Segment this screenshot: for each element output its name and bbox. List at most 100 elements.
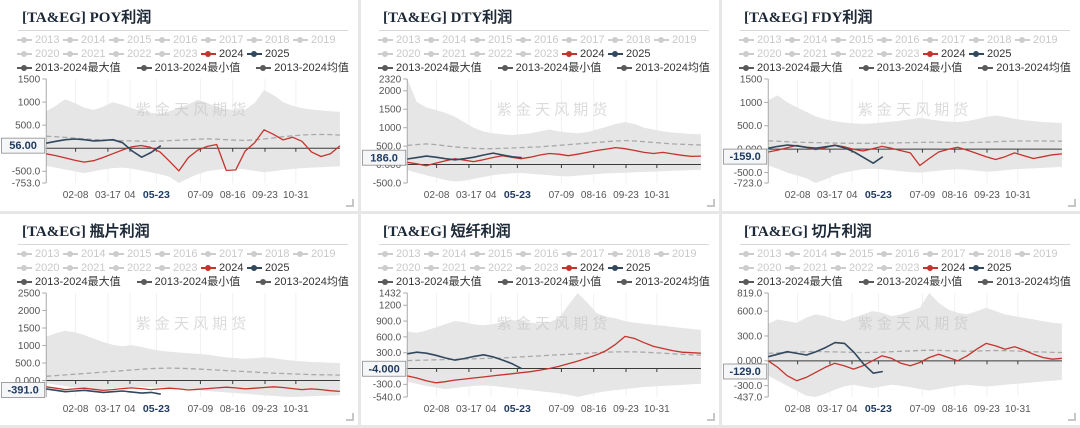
legend-item-2021[interactable]: 2021 — [424, 48, 470, 60]
legend-item-2022[interactable]: 2022 — [109, 48, 155, 60]
legend-item-2015[interactable]: 2015 — [470, 34, 516, 46]
legend-item-2013-2024均值[interactable]: 2013-2024均值 — [617, 62, 710, 74]
legend-item-2022[interactable]: 2022 — [831, 262, 877, 274]
legend-item-2014[interactable]: 2014 — [424, 248, 470, 260]
legend-item-label: 2025 — [626, 48, 651, 60]
legend-item-2014[interactable]: 2014 — [63, 34, 109, 46]
legend-item-2019[interactable]: 2019 — [654, 34, 700, 46]
legend-item-2017[interactable]: 2017 — [201, 248, 247, 260]
legend-item-2013-2024最大值[interactable]: 2013-2024最大值 — [739, 276, 843, 288]
legend-item-2020[interactable]: 2020 — [739, 48, 785, 60]
legend-item-2024[interactable]: 2024 — [562, 262, 608, 274]
legend-item-2020[interactable]: 2020 — [17, 48, 63, 60]
legend-item-2016[interactable]: 2016 — [155, 248, 201, 260]
legend-item-2013-2024最大值[interactable]: 2013-2024最大值 — [378, 276, 482, 288]
legend-item-2024[interactable]: 2024 — [923, 262, 969, 274]
legend-item-2021[interactable]: 2021 — [424, 262, 470, 274]
legend-row: 2013 2014 2015 2016 2017 2018 2019 — [739, 34, 1080, 46]
legend-item-2016[interactable]: 2016 — [877, 248, 923, 260]
legend-item-2021[interactable]: 2021 — [785, 262, 831, 274]
legend-item-2018[interactable]: 2018 — [969, 34, 1015, 46]
legend-line-dot-icon — [378, 279, 393, 285]
legend-item-2013-2024最小值[interactable]: 2013-2024最小值 — [497, 62, 601, 74]
legend-item-2014[interactable]: 2014 — [785, 34, 831, 46]
legend-item-2016[interactable]: 2016 — [516, 34, 562, 46]
legend-item-2020[interactable]: 2020 — [739, 262, 785, 274]
legend-item-2013-2024均值[interactable]: 2013-2024均值 — [978, 62, 1071, 74]
legend-item-2020[interactable]: 2020 — [378, 262, 424, 274]
legend-item-2014[interactable]: 2014 — [424, 34, 470, 46]
legend-item-2021[interactable]: 2021 — [785, 48, 831, 60]
legend-item-2017[interactable]: 2017 — [201, 34, 247, 46]
legend-item-2023[interactable]: 2023 — [155, 48, 201, 60]
legend-item-2023[interactable]: 2023 — [877, 262, 923, 274]
legend-item-2020[interactable]: 2020 — [17, 262, 63, 274]
legend-item-2020[interactable]: 2020 — [378, 48, 424, 60]
legend-item-2023[interactable]: 2023 — [877, 48, 923, 60]
legend-item-2018[interactable]: 2018 — [247, 248, 293, 260]
legend-item-2019[interactable]: 2019 — [654, 248, 700, 260]
legend-item-2022[interactable]: 2022 — [470, 48, 516, 60]
legend-item-2015[interactable]: 2015 — [831, 248, 877, 260]
legend-item-2016[interactable]: 2016 — [155, 34, 201, 46]
legend-item-2022[interactable]: 2022 — [109, 262, 155, 274]
legend-item-2017[interactable]: 2017 — [562, 248, 608, 260]
legend-item-2024[interactable]: 2024 — [923, 48, 969, 60]
legend-item-2013-2024最大值[interactable]: 2013-2024最大值 — [739, 62, 843, 74]
x-tick-label: 04 — [485, 404, 497, 415]
legend-item-2015[interactable]: 2015 — [109, 248, 155, 260]
legend-item-2014[interactable]: 2014 — [63, 248, 109, 260]
legend-item-2015[interactable]: 2015 — [109, 34, 155, 46]
legend-item-2013-2024最大值[interactable]: 2013-2024最大值 — [17, 276, 121, 288]
legend-item-2021[interactable]: 2021 — [63, 262, 109, 274]
legend-item-2019[interactable]: 2019 — [1015, 34, 1061, 46]
legend-item-2013[interactable]: 2013 — [739, 34, 785, 46]
legend-item-2018[interactable]: 2018 — [608, 248, 654, 260]
legend-item-2013-2024最小值[interactable]: 2013-2024最小值 — [858, 62, 962, 74]
legend-item-2019[interactable]: 2019 — [293, 248, 339, 260]
legend-item-2013-2024均值[interactable]: 2013-2024均值 — [256, 276, 349, 288]
legend-item-2024[interactable]: 2024 — [201, 48, 247, 60]
legend-item-2016[interactable]: 2016 — [516, 248, 562, 260]
legend-item-2016[interactable]: 2016 — [877, 34, 923, 46]
legend-item-2013-2024最小值[interactable]: 2013-2024最小值 — [858, 276, 962, 288]
legend-item-2024[interactable]: 2024 — [562, 48, 608, 60]
legend-item-2013-2024最小值[interactable]: 2013-2024最小值 — [497, 276, 601, 288]
legend-item-2013[interactable]: 2013 — [739, 248, 785, 260]
legend-item-2023[interactable]: 2023 — [516, 262, 562, 274]
legend-item-2023[interactable]: 2023 — [155, 262, 201, 274]
legend-item-2013-2024最大值[interactable]: 2013-2024最大值 — [378, 62, 482, 74]
legend-item-2015[interactable]: 2015 — [831, 34, 877, 46]
legend-item-2018[interactable]: 2018 — [969, 248, 1015, 260]
legend-item-2019[interactable]: 2019 — [293, 34, 339, 46]
legend-item-2018[interactable]: 2018 — [247, 34, 293, 46]
legend-item-2025[interactable]: 2025 — [969, 262, 1015, 274]
legend-item-2025[interactable]: 2025 — [608, 48, 654, 60]
legend-item-2022[interactable]: 2022 — [470, 262, 516, 274]
legend-item-2013-2024最小值[interactable]: 2013-2024最小值 — [136, 276, 240, 288]
legend-item-2019[interactable]: 2019 — [1015, 248, 1061, 260]
legend-item-2013-2024最小值[interactable]: 2013-2024最小值 — [136, 62, 240, 74]
legend-item-2013[interactable]: 2013 — [17, 248, 63, 260]
legend-item-2023[interactable]: 2023 — [516, 48, 562, 60]
legend-item-2013-2024最大值[interactable]: 2013-2024最大值 — [17, 62, 121, 74]
legend-item-2025[interactable]: 2025 — [247, 48, 293, 60]
legend-item-2013-2024均值[interactable]: 2013-2024均值 — [617, 276, 710, 288]
legend-item-2013[interactable]: 2013 — [378, 34, 424, 46]
legend-item-2024[interactable]: 2024 — [201, 262, 247, 274]
legend-item-2013-2024均值[interactable]: 2013-2024均值 — [256, 62, 349, 74]
legend-item-2025[interactable]: 2025 — [608, 262, 654, 274]
legend-item-2014[interactable]: 2014 — [785, 248, 831, 260]
legend-item-2022[interactable]: 2022 — [831, 48, 877, 60]
legend-item-2017[interactable]: 2017 — [923, 248, 969, 260]
legend-item-2017[interactable]: 2017 — [923, 34, 969, 46]
legend-item-2013[interactable]: 2013 — [17, 34, 63, 46]
legend-item-2021[interactable]: 2021 — [63, 48, 109, 60]
legend-item-2013-2024均值[interactable]: 2013-2024均值 — [978, 276, 1071, 288]
legend-item-2025[interactable]: 2025 — [247, 262, 293, 274]
legend-item-2013[interactable]: 2013 — [378, 248, 424, 260]
legend-item-2018[interactable]: 2018 — [608, 34, 654, 46]
legend-item-2025[interactable]: 2025 — [969, 48, 1015, 60]
legend-item-2017[interactable]: 2017 — [562, 34, 608, 46]
legend-item-2015[interactable]: 2015 — [470, 248, 516, 260]
